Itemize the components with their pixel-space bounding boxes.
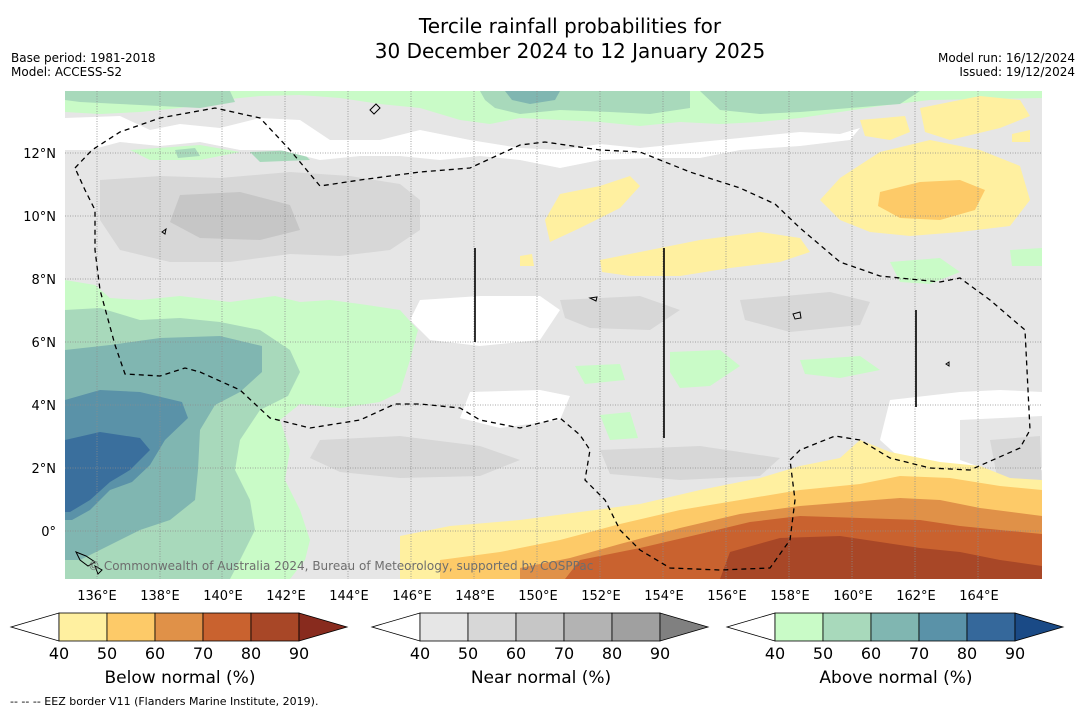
above-colorbar-segment: [822, 612, 872, 642]
above-colorbar-tick: 80: [957, 644, 977, 663]
near-colorbar-segment: [515, 612, 565, 642]
latitude-labels: 12°N 10°N 8°N 6°N 4°N 2°N 0°: [23, 147, 56, 540]
longitude-label: 142°E: [266, 589, 306, 604]
near-colorbar-segment: [611, 612, 661, 642]
near-colorbar-tick: 80: [602, 644, 622, 663]
latitude-label: 10°N: [23, 210, 56, 225]
above-colorbar-tick: 90: [1005, 644, 1025, 663]
longitude-label: 136°E: [77, 589, 117, 604]
base-period: Base period: 1981-2018: [11, 51, 156, 65]
latitude-label: 0°: [41, 525, 56, 540]
below-normal-label: Below normal (%): [104, 668, 256, 688]
below-colorbar-tick: 80: [241, 644, 261, 663]
model-run-date: Model run: 16/12/2024: [937, 51, 1075, 65]
longitude-label: 138°E: [140, 589, 180, 604]
near-colorbar-extend-low: [370, 612, 421, 642]
longitude-label: 152°E: [581, 589, 621, 604]
below-colorbar-segment: [202, 612, 252, 642]
longitude-label: 160°E: [833, 589, 873, 604]
longitude-label: 156°E: [707, 589, 747, 604]
near-colorbar-segment: [467, 612, 517, 642]
graticule: [65, 91, 1042, 579]
issued-date: Issued: 19/12/2024: [959, 65, 1075, 79]
below-colorbar-tick: 60: [145, 644, 165, 663]
longitude-label: 154°E: [644, 589, 684, 604]
near-colorbar-extend-high: [659, 612, 710, 642]
near-normal-label: Near normal (%): [470, 668, 612, 688]
above-colorbar-segment: [870, 612, 920, 642]
below-colorbar-extend-high: [298, 612, 349, 642]
eez-border: [74, 107, 1031, 571]
base-info: Base period: 1981-2018 Model: ACCESS-S2: [11, 51, 156, 79]
above-colorbar-tick: 60: [861, 644, 881, 663]
longitude-label: 148°E: [455, 589, 495, 604]
above-colorbar-extend-high: [1014, 612, 1065, 642]
above-normal-label: Above normal (%): [819, 668, 973, 688]
latitude-label: 6°N: [32, 336, 57, 351]
copyright-text: © Commonwealth of Australia 2024, Bureau…: [88, 559, 593, 573]
near-colorbar-tick: 50: [458, 644, 478, 663]
latitude-label: 2°N: [32, 462, 57, 477]
below-colorbar-segment: [106, 612, 156, 642]
above-colorbar-segment: [774, 612, 824, 642]
below-colorbar-extend-low: [9, 612, 60, 642]
longitude-label: 140°E: [203, 589, 243, 604]
near-colorbar-segment: [563, 612, 613, 642]
longitude-label: 162°E: [896, 589, 936, 604]
near-colorbar-segment: [419, 612, 469, 642]
latitude-label: 4°N: [32, 399, 57, 414]
below-colorbar-segment: [250, 612, 300, 642]
above-colorbar-segment: [918, 612, 968, 642]
above-colorbar-tick: 50: [813, 644, 833, 663]
probability-field: [65, 91, 1042, 579]
latitude-label: 12°N: [23, 147, 56, 162]
below-colorbar-tick: 40: [49, 644, 69, 663]
below-colorbar-tick: 50: [97, 644, 117, 663]
near-colorbar-tick: 90: [650, 644, 670, 663]
title-line-1: Tercile rainfall probabilities for: [418, 14, 722, 38]
above-colorbar-tick: 70: [909, 644, 929, 663]
longitude-label: 164°E: [959, 589, 999, 604]
below-colorbar-tick: 70: [193, 644, 213, 663]
below-colorbar-segment: [154, 612, 204, 642]
run-info: Model run: 16/12/2024 Issued: 19/12/2024: [938, 51, 1075, 79]
eez-footnote: -- -- -- EEZ border V11 (Flanders Marine…: [10, 695, 319, 708]
near-colorbar-tick: 60: [506, 644, 526, 663]
near-colorbar-tick: 40: [410, 644, 430, 663]
longitude-label: 144°E: [329, 589, 369, 604]
chart-title: Tercile rainfall probabilities for 30 De…: [0, 14, 1085, 64]
islands: [74, 103, 950, 575]
above-colorbar-tick: 40: [765, 644, 785, 663]
longitude-label: 150°E: [518, 589, 558, 604]
eez-segments: [474, 248, 917, 438]
colorbars: 40 50 60 70 80 90 40 50 60 70 80 90 40 50 60 70 80 90: [9, 612, 1065, 663]
model-name: Model: ACCESS-S2: [11, 65, 123, 79]
title-line-2: 30 December 2024 to 12 January 2025: [374, 39, 766, 63]
below-colorbar-tick: 90: [289, 644, 309, 663]
above-colorbar-segment: [966, 612, 1016, 642]
above-colorbar-extend-low: [725, 612, 776, 642]
below-colorbar-segment: [58, 612, 108, 642]
longitude-labels: 136°E 138°E 140°E 142°E 144°E 146°E 148°E 150°E…: [77, 589, 999, 604]
longitude-label: 158°E: [770, 589, 810, 604]
longitude-label: 146°E: [392, 589, 432, 604]
near-colorbar-tick: 70: [554, 644, 574, 663]
latitude-label: 8°N: [32, 273, 57, 288]
